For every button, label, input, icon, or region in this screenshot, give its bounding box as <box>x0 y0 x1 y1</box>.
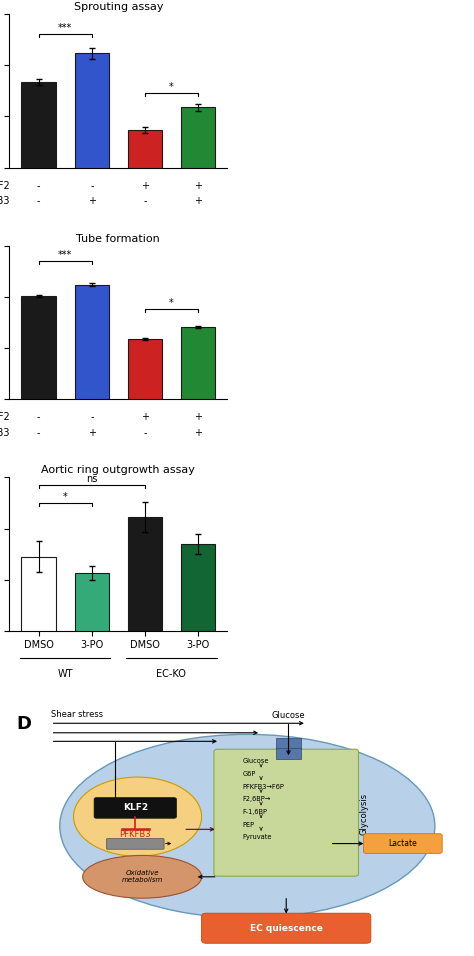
Text: +: + <box>194 196 202 206</box>
Text: -: - <box>143 427 146 438</box>
FancyBboxPatch shape <box>201 913 371 944</box>
Text: KLF2: KLF2 <box>0 412 9 423</box>
Text: +: + <box>194 181 202 191</box>
Text: EC quiescence: EC quiescence <box>250 923 323 933</box>
Text: +: + <box>194 412 202 423</box>
Title: Aortic ring outgrowth assay: Aortic ring outgrowth assay <box>41 466 195 475</box>
Bar <box>128 338 162 399</box>
Bar <box>181 107 215 167</box>
Bar <box>181 327 215 399</box>
Bar <box>21 556 56 631</box>
Bar <box>128 130 162 167</box>
FancyBboxPatch shape <box>107 838 164 849</box>
Text: Glucose: Glucose <box>243 758 269 764</box>
Bar <box>21 296 56 399</box>
FancyBboxPatch shape <box>276 738 301 750</box>
Text: +: + <box>141 412 149 423</box>
Title: Sprouting assay: Sprouting assay <box>73 2 163 12</box>
Text: +: + <box>88 196 96 206</box>
Text: -: - <box>37 427 40 438</box>
Text: Oxidative
metabolism: Oxidative metabolism <box>121 870 163 883</box>
Bar <box>74 54 109 167</box>
Text: +: + <box>88 427 96 438</box>
Text: -: - <box>37 412 40 423</box>
Text: PEP: PEP <box>243 821 255 828</box>
Text: PFKFB3: PFKFB3 <box>0 196 9 206</box>
Text: EC-KO: EC-KO <box>156 669 186 679</box>
Text: Glycolysis: Glycolysis <box>359 793 368 835</box>
Text: +: + <box>141 181 149 191</box>
Text: +: + <box>194 427 202 438</box>
Text: KLF2: KLF2 <box>123 803 148 813</box>
Text: ***: *** <box>58 23 73 33</box>
Text: -: - <box>90 412 93 423</box>
Text: ***: *** <box>58 250 73 260</box>
Bar <box>128 517 162 631</box>
Text: -: - <box>37 181 40 191</box>
Text: Shear stress: Shear stress <box>51 709 103 719</box>
Text: *: * <box>63 492 68 502</box>
Text: *: * <box>169 298 174 309</box>
Text: PFKFB3: PFKFB3 <box>119 830 151 838</box>
Text: -: - <box>143 196 146 206</box>
Text: -: - <box>37 196 40 206</box>
FancyBboxPatch shape <box>94 797 176 818</box>
Bar <box>74 285 109 399</box>
Text: PFKFB3: PFKFB3 <box>0 427 9 438</box>
Text: Pyruvate: Pyruvate <box>243 835 272 840</box>
Text: WT: WT <box>57 669 73 679</box>
FancyBboxPatch shape <box>214 750 358 876</box>
Text: F-1,6BP: F-1,6BP <box>243 809 268 815</box>
FancyBboxPatch shape <box>276 748 301 759</box>
Text: G6P: G6P <box>243 771 256 777</box>
Text: KLF2: KLF2 <box>0 181 9 191</box>
Bar <box>21 81 56 167</box>
Text: -: - <box>90 181 93 191</box>
Text: D: D <box>16 715 31 733</box>
Text: F2,6BP→: F2,6BP→ <box>243 796 271 802</box>
Ellipse shape <box>73 777 201 857</box>
Text: *: * <box>169 82 174 92</box>
Ellipse shape <box>82 856 201 899</box>
Title: Tube formation: Tube formation <box>76 233 160 244</box>
Bar <box>181 544 215 631</box>
Ellipse shape <box>60 734 435 918</box>
Text: ns: ns <box>86 474 98 485</box>
Bar <box>74 574 109 631</box>
FancyBboxPatch shape <box>364 834 442 854</box>
Text: PFKFB3→F6P: PFKFB3→F6P <box>243 784 284 790</box>
Text: Glucose: Glucose <box>272 711 305 720</box>
Text: Lactate: Lactate <box>389 839 417 848</box>
